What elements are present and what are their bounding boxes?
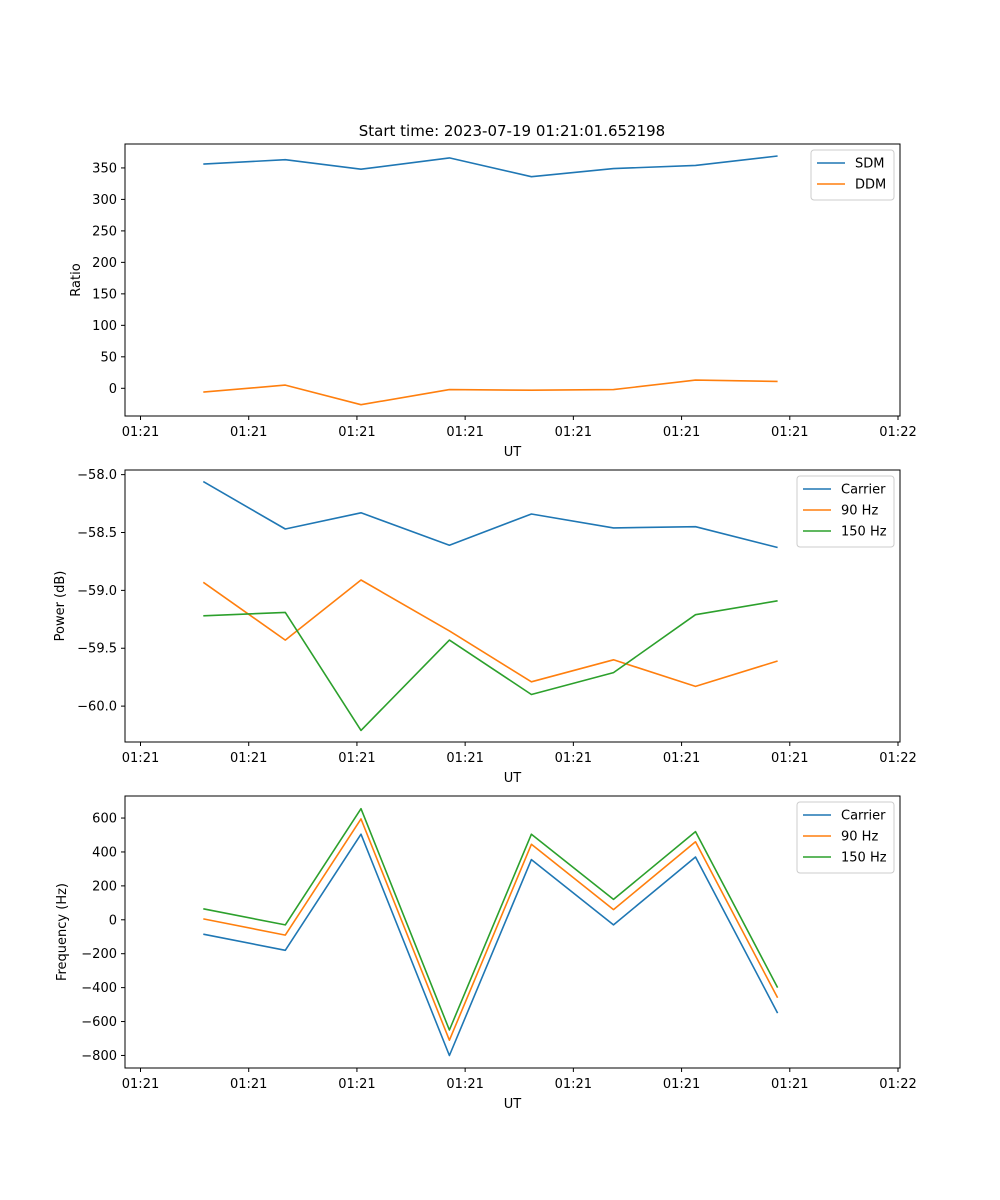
y-tick-label: −800: [81, 1049, 117, 1064]
legend-label: 150 Hz: [841, 525, 887, 540]
y-axis-label: Frequency (Hz): [55, 883, 70, 981]
x-axis-label: UT: [504, 1097, 522, 1112]
x-axis-label: UT: [504, 771, 522, 786]
x-tick-label: 01:22: [879, 1077, 916, 1092]
plot-frame: [124, 143, 901, 417]
x-tick-label: 01:21: [663, 1077, 700, 1092]
series-line-150-hz: [203, 807, 779, 1031]
plot-frame: [124, 795, 901, 1069]
y-tick-label: −59.0: [77, 584, 117, 599]
y-tick-label: −200: [81, 947, 117, 962]
legend: SDM DDM: [810, 149, 895, 201]
y-tick-label: 400: [92, 845, 117, 860]
y-tick-label: 600: [92, 812, 117, 827]
x-tick-label: 01:21: [338, 751, 375, 766]
legend-label: 90 Hz: [841, 830, 878, 845]
x-tick-label: 01:21: [771, 751, 808, 766]
series-line-carrier: [202, 480, 778, 549]
x-tick-label: 01:21: [771, 425, 808, 440]
x-tick-label: 01:21: [338, 425, 375, 440]
x-tick-label: 01:21: [446, 425, 483, 440]
x-tick-label: 01:21: [555, 1077, 592, 1092]
y-tick-label: 150: [92, 287, 117, 302]
legend-label: 90 Hz: [841, 504, 878, 519]
figure-title: Start time: 2023-07-19 01:21:01.652198: [359, 122, 665, 140]
legend: Carrier 90 Hz 150 Hz: [796, 475, 895, 548]
x-tick-label: 01:21: [338, 1077, 375, 1092]
x-tick-label: 01:22: [879, 425, 916, 440]
x-tick-label: 01:21: [122, 425, 159, 440]
legend: Carrier 90 Hz 150 Hz: [796, 801, 895, 874]
legend-label: SDM: [855, 157, 884, 172]
x-axis-label: UT: [504, 445, 522, 460]
y-tick-label: 250: [92, 224, 117, 239]
x-tick-label: 01:21: [663, 425, 700, 440]
x-tick-label: 01:21: [122, 1077, 159, 1092]
y-tick-label: −400: [81, 981, 117, 996]
y-axis-label: Power (dB): [53, 571, 68, 642]
y-tick-label: 0: [109, 913, 117, 928]
y-tick-label: −58.0: [77, 468, 117, 483]
legend-label: Carrier: [841, 809, 886, 824]
y-tick-label: 300: [92, 193, 117, 208]
series-line-sdm: [203, 155, 778, 178]
y-tick-label: 200: [92, 256, 117, 271]
x-tick-label: 01:22: [879, 751, 916, 766]
y-axis-label: Ratio: [69, 263, 84, 296]
series-line-90-hz: [202, 579, 778, 688]
x-tick-label: 01:21: [122, 751, 159, 766]
y-tick-label: 200: [92, 879, 117, 894]
x-tick-label: 01:21: [771, 1077, 808, 1092]
x-tick-label: 01:21: [230, 1077, 267, 1092]
x-tick-label: 01:21: [446, 751, 483, 766]
frequency-panel: −800 −600 −400 −200 0 200 400 600 01:21 01:21 01:2…: [55, 795, 917, 1112]
legend-box: [796, 801, 895, 874]
x-tick-label: 01:21: [230, 425, 267, 440]
series-line-ddm: [203, 379, 778, 406]
y-tick-label: 100: [92, 319, 117, 334]
ratio-panel: 0 50 100 150 200 250 300 350 01:21 01:21 01:21 01:2…: [69, 143, 917, 460]
x-tick-label: 01:21: [555, 425, 592, 440]
y-tick-label: −60.0: [77, 700, 117, 715]
plot-frame: [124, 469, 901, 743]
y-tick-label: 50: [100, 350, 117, 365]
series-line-carrier: [203, 833, 779, 1057]
y-tick-label: 350: [92, 161, 117, 176]
y-tick-label: −58.5: [77, 526, 117, 541]
x-tick-label: 01:21: [446, 1077, 483, 1092]
power-panel: −60.0 −59.5 −59.0 −58.5 −58.0 01:21 01:21 01:21…: [53, 468, 917, 786]
x-tick-label: 01:21: [230, 751, 267, 766]
y-tick-label: −600: [81, 1015, 117, 1030]
legend-label: DDM: [855, 178, 886, 193]
y-tick-label: −59.5: [77, 642, 117, 657]
series-line-90-hz: [203, 818, 779, 1041]
legend-label: Carrier: [841, 483, 886, 498]
y-tick-label: 0: [109, 382, 117, 397]
x-tick-label: 01:21: [663, 751, 700, 766]
legend-box: [796, 475, 895, 548]
legend-label: 150 Hz: [841, 851, 887, 866]
x-tick-label: 01:21: [555, 751, 592, 766]
series-line-150-hz: [203, 600, 778, 732]
